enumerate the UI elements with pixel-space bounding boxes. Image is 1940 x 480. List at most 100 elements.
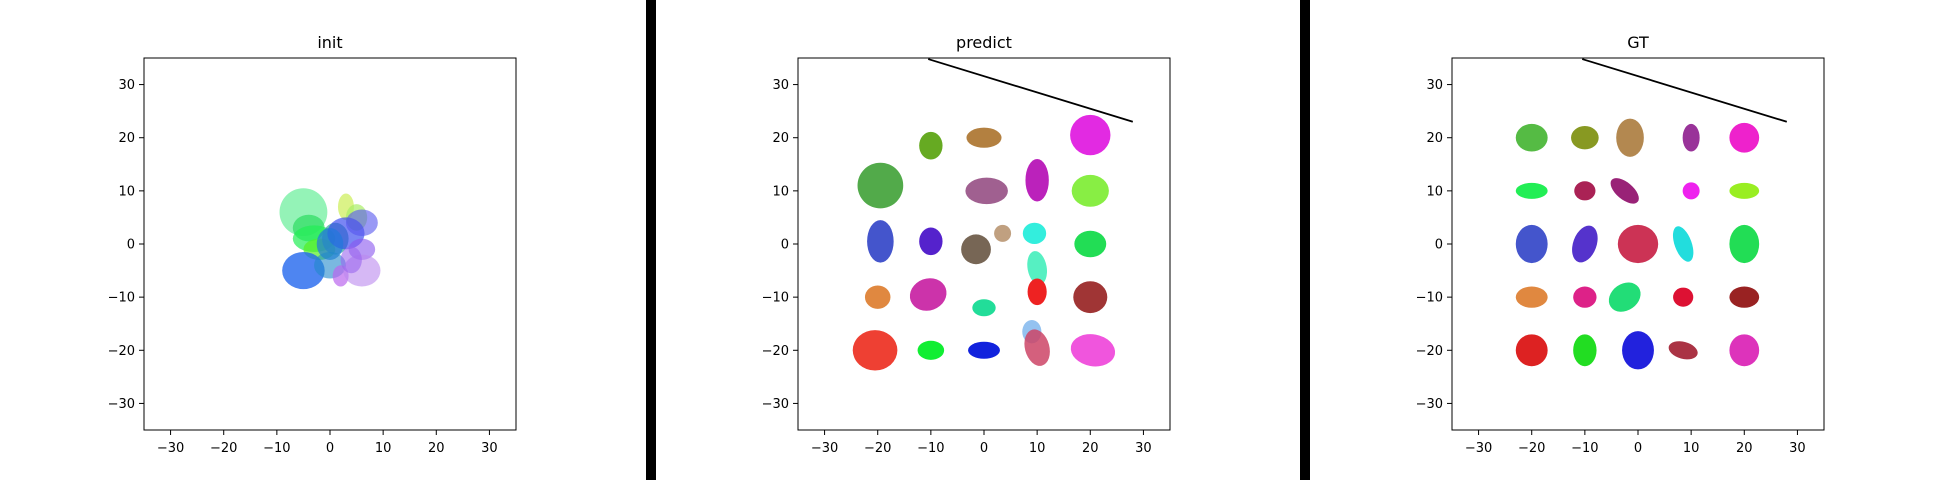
ellipse-mark [1610,178,1639,204]
ellipse-mark [1024,329,1050,366]
x-tick-label: −20 [864,441,891,456]
ellipse-mark [316,228,344,260]
x-tick-label: 0 [1634,441,1642,456]
x-tick-label: 10 [1029,441,1046,456]
x-tick-label: −30 [1465,441,1492,456]
ellipse-mark [1672,226,1694,262]
ellipse-mark [1668,341,1698,360]
chart-title: init [317,33,342,52]
y-tick-label: −30 [762,397,789,412]
ellipse-mark [1027,278,1047,306]
ellipse-mark [1616,118,1644,157]
x-tick-label: 30 [1135,441,1152,456]
ellipse-mark [1682,182,1700,200]
y-tick-label: 30 [772,78,789,93]
x-tick-label: −20 [210,441,237,456]
chart-title: GT [1627,33,1649,52]
ellipse-mark [919,227,943,256]
panel-separators [646,0,1310,480]
ellipse-mark [1673,287,1694,307]
ellipse-mark [1729,224,1760,264]
y-tick-label: 20 [772,131,789,146]
panels: init −30 −20 −10 0 10 20 30 30 20 10 0 −10 −20 −30 pred… [108,33,1825,456]
chart-panel-init: init −30 −20 −10 0 10 20 30 30 20 10 0 −10 −20 −30 [108,33,517,456]
ellipse-mark [1729,334,1760,367]
trajectory-line [1581,58,1788,123]
ellipse-mark [972,299,996,317]
x-tick-label: 20 [428,441,445,456]
ellipse-mark [1025,158,1049,202]
y-tick-label: −20 [108,344,135,359]
ellipse-mark [1515,334,1548,367]
ellipse-mark [909,278,947,311]
x-tick-label: −30 [157,441,184,456]
ellipse-mark [1515,123,1548,152]
ellipse-mark [345,209,378,237]
y-tick-label: 10 [118,184,135,199]
ellipse-mark [919,131,943,160]
x-tick-label: −20 [1518,441,1545,456]
ellipse-mark [1573,334,1597,367]
ellipse-mark [340,246,362,274]
y-tick-label: 20 [118,131,135,146]
y-tick-label: −10 [108,291,135,306]
x-tick-label: 0 [980,441,988,456]
ellipse-mark [966,127,1002,148]
ellipse-mark [852,330,898,371]
y-tick-label: −30 [108,397,135,412]
ellipse-mark [1608,282,1641,312]
y-tick-label: 10 [1426,184,1443,199]
ellipse-mark [1573,286,1597,308]
ellipse-mark [994,224,1012,242]
ellipse-mark [1070,334,1116,367]
y-tick-label: −10 [1416,291,1443,306]
ellipse-mark [917,340,945,360]
ellipse-mark [961,234,991,265]
ellipse-mark [1574,181,1596,201]
x-tick-label: 20 [1082,441,1099,456]
chart-panel-predict: predict −30 −20 −10 0 10 20 30 30 20 10 0 −10 −20 −30 [762,33,1171,456]
y-tick-label: 30 [118,78,135,93]
ellipse-mark [1515,182,1548,199]
plot-area [852,58,1134,371]
y-tick-label: 0 [1435,238,1443,253]
ellipse-mark [1074,230,1107,258]
x-tick-label: 20 [1736,441,1753,456]
ellipse-mark [1729,122,1760,153]
ellipse-mark [282,251,325,290]
ellipse-mark [1515,224,1548,264]
ellipse-mark [1070,114,1111,156]
chart-title: predict [956,33,1012,52]
ellipse-mark [968,341,1000,359]
x-tick-label: 0 [326,441,334,456]
plot-area [1515,58,1788,370]
ellipse-mark [867,220,894,263]
panel-separator [1300,0,1310,480]
y-tick-label: −10 [762,291,789,306]
x-tick-label: 10 [375,441,392,456]
ellipse-mark [965,177,1008,205]
ellipse-mark [1571,126,1599,150]
x-tick-label: −10 [1571,441,1598,456]
ellipse-mark [1027,251,1048,285]
ellipse-mark [857,162,904,209]
panel-separator [646,0,656,480]
ellipse-mark [1729,286,1760,308]
ellipse-mark [1073,281,1108,314]
ellipse-mark [1071,174,1109,207]
ellipse-mark [1572,225,1598,263]
y-tick-label: −20 [1416,344,1443,359]
ellipse-mark [1515,286,1548,308]
y-tick-label: 10 [772,184,789,199]
ellipse-mark [1022,222,1047,244]
x-tick-label: −30 [811,441,838,456]
ellipse-mark [1682,123,1700,152]
y-tick-label: −30 [1416,397,1443,412]
y-tick-label: 30 [1426,78,1443,93]
y-tick-label: 0 [127,238,135,253]
x-tick-label: −10 [917,441,944,456]
ellipse-mark [1729,182,1760,199]
plot-area [279,188,381,290]
ellipse-mark [1622,331,1654,370]
